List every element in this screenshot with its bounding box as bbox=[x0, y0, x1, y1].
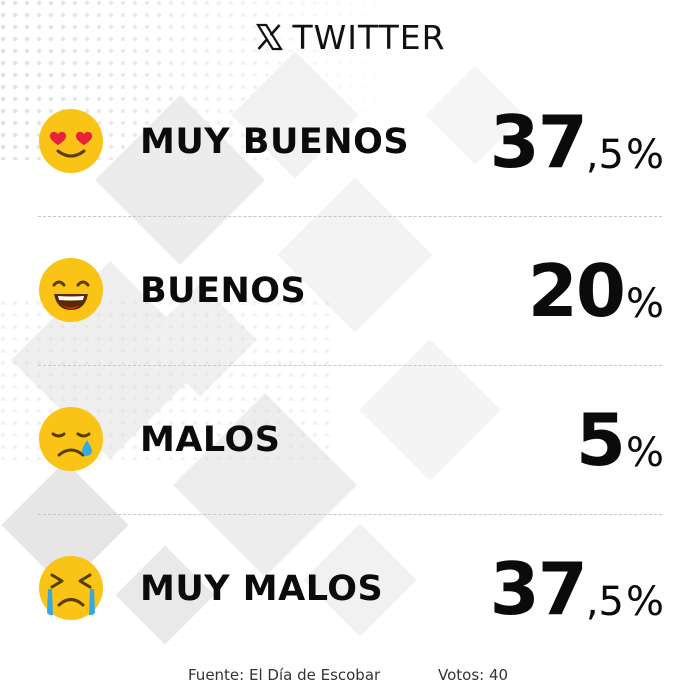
result-row-muy-malos: MUY MALOS 37 ,5 % bbox=[0, 515, 700, 663]
value-integer: 5 bbox=[575, 398, 626, 482]
row-divider bbox=[38, 514, 662, 515]
value-integer: 37 bbox=[489, 100, 588, 184]
row-label: MUY MALOS bbox=[140, 569, 384, 609]
result-row-buenos: BUENOS 20 % bbox=[0, 217, 700, 365]
row-label: MUY BUENOS bbox=[140, 122, 410, 162]
footer: Fuente: El Día de Escobar Votos: 40 bbox=[0, 662, 700, 690]
row-divider bbox=[38, 216, 662, 217]
x-logo-icon bbox=[256, 23, 284, 51]
crying-emoji-icon bbox=[39, 556, 103, 620]
heart-eyes-emoji-icon bbox=[39, 109, 103, 173]
result-row-malos: MALOS 5 % bbox=[0, 366, 700, 514]
value-percent-sign: % bbox=[625, 281, 664, 327]
row-value: 5 % bbox=[576, 366, 664, 514]
value-integer: 37 bbox=[489, 547, 588, 631]
votes-count: Votos: 40 bbox=[438, 666, 509, 684]
value-percent-sign: % bbox=[625, 430, 664, 476]
row-label: BUENOS bbox=[140, 271, 307, 311]
value-percent-sign: % bbox=[625, 132, 664, 178]
header: TWITTER bbox=[0, 14, 700, 60]
value-decimal: ,5 bbox=[585, 579, 624, 625]
row-value: 20 % bbox=[528, 217, 664, 365]
source-text: Fuente: El Día de Escobar bbox=[188, 666, 381, 684]
value-integer: 20 bbox=[527, 249, 626, 333]
row-value: 37 ,5 % bbox=[490, 68, 664, 216]
grinning-emoji-icon bbox=[39, 258, 103, 322]
row-divider bbox=[38, 365, 662, 366]
result-row-muy-buenos: MUY BUENOS 37 ,5 % bbox=[0, 68, 700, 216]
header-title: TWITTER bbox=[292, 17, 446, 57]
value-percent-sign: % bbox=[625, 579, 664, 625]
row-label: MALOS bbox=[140, 420, 281, 460]
sad-tear-emoji-icon bbox=[39, 407, 103, 471]
value-decimal: ,5 bbox=[585, 132, 624, 178]
row-value: 37 ,5 % bbox=[490, 515, 664, 663]
